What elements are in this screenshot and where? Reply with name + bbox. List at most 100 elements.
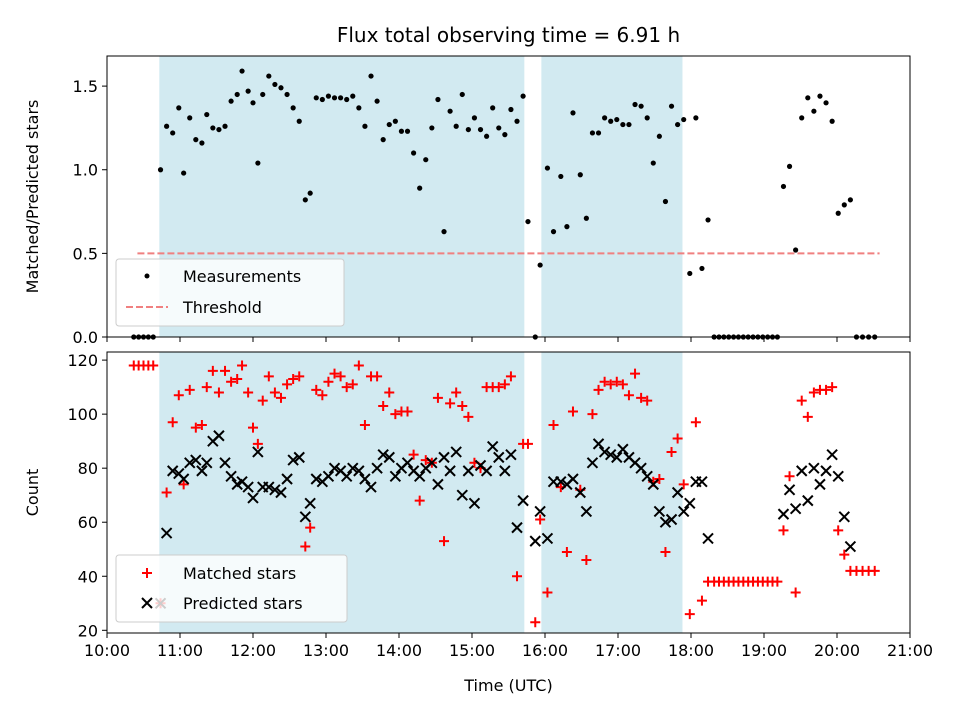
ratio-legend: Measurements Threshold — [115, 258, 345, 327]
measurement-point — [577, 172, 583, 178]
matched-star-point — [353, 360, 364, 371]
matched-star-point — [561, 546, 572, 557]
predicted-star-point — [592, 438, 605, 450]
matched-star-point — [148, 360, 159, 371]
x-tick-label-8: 18:00 — [668, 641, 714, 660]
measurement-point — [228, 98, 234, 104]
matched-star-point — [796, 395, 807, 406]
predicted-star-point — [517, 494, 529, 507]
matched-star-point — [772, 576, 783, 587]
predicted-star-point — [555, 475, 567, 488]
measurement-point — [595, 130, 602, 136]
matched-star-point — [457, 401, 468, 412]
predicted-star-point — [160, 527, 173, 539]
predicted-star-point — [493, 451, 505, 464]
predicted-star-point — [444, 465, 456, 477]
predicted-star-point — [263, 481, 275, 493]
legend-predicted-label: Predicted stars — [183, 594, 303, 613]
measurement-point — [668, 103, 675, 109]
predicted-star-point — [377, 448, 389, 461]
matched-star-point — [548, 419, 559, 430]
measurement-point — [435, 96, 441, 103]
measurement-point — [471, 115, 478, 121]
legend-threshold-label: Threshold — [182, 298, 262, 317]
measurement-point — [650, 160, 656, 166]
predicted-star-point — [293, 451, 305, 464]
measurement-point — [453, 123, 459, 129]
predicted-star-point — [322, 470, 335, 482]
matched-star-point — [445, 398, 456, 409]
predicted-star-point — [529, 535, 541, 547]
measurement-point — [490, 105, 496, 111]
matched-star-point — [237, 360, 248, 371]
measurement-point — [272, 81, 278, 88]
legend-measurements-marker — [144, 273, 150, 279]
ratio-y-axis-label: Matched/Predicted stars — [23, 100, 42, 294]
predicted-star-point — [389, 470, 402, 482]
predicted-star-point — [574, 486, 586, 499]
measurement-point — [216, 126, 222, 133]
matched-star-point — [623, 390, 634, 401]
matched-star-point — [542, 587, 553, 598]
x-axis-label: Time (UTC) — [463, 676, 552, 695]
measurement-point — [687, 270, 693, 277]
matched-star-point — [827, 382, 838, 393]
measurement-point — [181, 170, 187, 176]
matched-star-point — [408, 449, 419, 460]
measurement-point — [210, 125, 216, 131]
measurement-point — [222, 123, 228, 129]
y-tick-label-3: 80 — [78, 459, 98, 478]
matched-star-point — [599, 376, 610, 387]
matched-star-point — [161, 487, 172, 498]
measurement-point — [331, 95, 338, 101]
measurement-point — [459, 91, 465, 98]
measurement-point — [496, 125, 502, 131]
measurement-point — [632, 101, 638, 108]
measurement-point — [260, 91, 266, 98]
predicted-star-point — [783, 484, 796, 496]
predicted-star-point — [777, 508, 790, 520]
predicted-star-point — [541, 532, 554, 545]
matched-star-point — [402, 406, 413, 417]
measurement-point — [484, 133, 490, 139]
matched-star-point — [587, 409, 598, 420]
measurement-point — [234, 91, 240, 98]
matched-star-point — [167, 417, 178, 428]
x-tick-label-4: 14:00 — [376, 641, 422, 660]
predicted-star-point — [166, 465, 179, 477]
matched-star-point — [378, 401, 389, 412]
predicted-star-point — [347, 462, 359, 474]
measurement-point — [786, 163, 793, 169]
matched-star-point — [190, 422, 201, 433]
measurement-point — [525, 218, 531, 225]
predicted-star-point — [184, 457, 196, 469]
measurement-point — [699, 265, 705, 272]
matched-star-point — [305, 522, 316, 533]
matched-star-point — [581, 555, 592, 566]
measurement-point — [835, 210, 841, 216]
measurement-point — [780, 183, 787, 190]
matched-star-point — [252, 438, 263, 449]
matched-star-point — [690, 417, 701, 428]
y-tick-label-3: 1.5 — [73, 77, 98, 96]
predicted-star-point — [844, 540, 857, 553]
predicted-star-point — [820, 465, 832, 477]
matched-star-point — [593, 384, 604, 395]
matched-star-point — [512, 571, 523, 582]
predicted-star-point — [328, 462, 341, 474]
predicted-star-point — [413, 470, 426, 482]
measurement-point — [176, 105, 182, 111]
matched-star-point — [317, 390, 328, 401]
predicted-star-point — [534, 505, 546, 518]
predicted-star-point — [580, 505, 593, 518]
matched-star-point — [535, 514, 546, 525]
predicted-star-point — [383, 451, 395, 464]
predicted-star-point — [499, 465, 511, 477]
observing-window-1 — [541, 56, 683, 337]
predicted-star-point — [647, 478, 659, 491]
predicted-star-point — [287, 454, 299, 466]
x-tick-label-1: 11:00 — [157, 641, 203, 660]
matched-star-point — [642, 395, 653, 406]
predicted-star-point — [353, 465, 365, 477]
matched-star-point — [201, 382, 212, 393]
